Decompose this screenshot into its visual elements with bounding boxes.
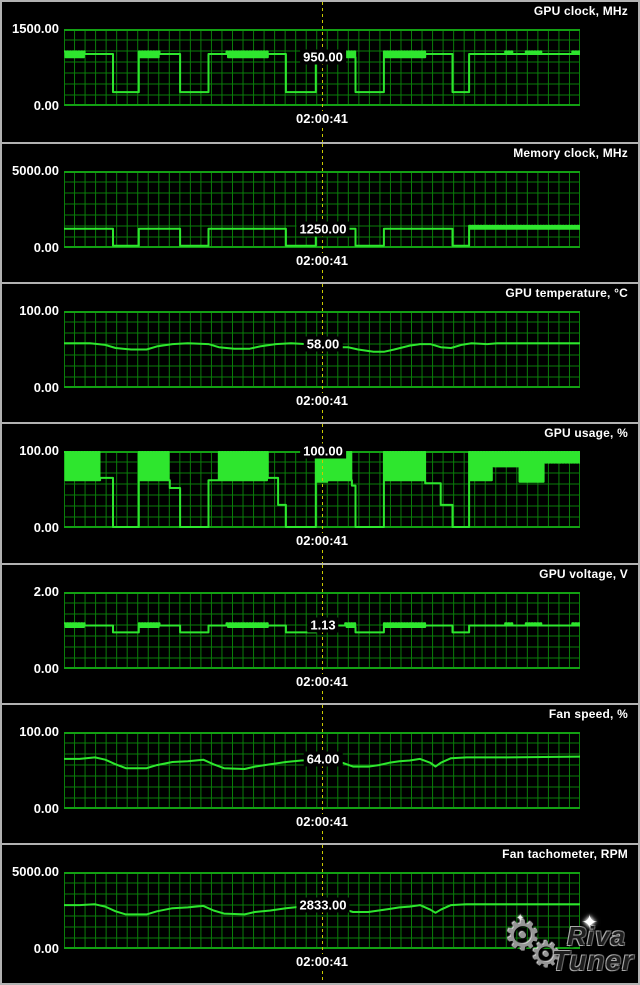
cursor-value-label: 100.00 [300,443,346,459]
time-axis-label: 02:00:41 [292,673,352,689]
monitor-panel-gpu-voltage: GPU voltage, V 2.00 0.00 1.13 02:00:41 [2,562,638,703]
panel-title: GPU clock, MHz [533,4,628,18]
time-cursor-line[interactable] [322,564,323,703]
y-axis-min-label: 0.00 [33,520,59,536]
time-axis-label: 02:00:41 [292,393,352,409]
panel-title: GPU temperature, °C [505,286,628,301]
time-axis-label: 02:00:41 [292,111,352,126]
panel-title: Memory clock, MHz [513,146,628,161]
y-axis-max-label: 1500.00 [12,21,59,36]
time-axis-label: 02:00:41 [292,253,352,269]
time-axis-label: 02:00:41 [292,953,352,969]
panel-title: Fan speed, % [548,706,628,721]
gear-icon: ⚙ [504,912,542,959]
logo-text-tuner: Tuner [551,945,634,976]
y-axis-min-label: 0.00 [33,660,59,676]
monitor-panel-gpu-usage: GPU usage, % 100.00 0.00 100.00 02:00:41 [2,422,638,563]
time-cursor-line[interactable] [322,284,323,423]
logo-text-riva: Riva [567,921,626,951]
monitor-panel-fan-speed: Fan speed, % 100.00 0.00 64.00 02:00:41 [2,702,638,843]
cursor-value-label: 950.00 [300,49,346,65]
chart-plot[interactable] [64,29,580,106]
y-axis-min-label: 0.00 [33,940,59,956]
panel-title: GPU voltage, V [539,566,628,581]
monitor-panel-gpu-clock: GPU clock, MHz 1500.00 0.00 950.00 02:00… [2,2,638,143]
cursor-value-label: 1250.00 [296,221,350,237]
time-axis-label: 02:00:41 [292,533,352,549]
y-axis-max-label: 5000.00 [12,863,59,879]
monitor-panel-gpu-temperature: GPU temperature, °C 100.00 0.00 58.00 02… [2,282,638,423]
y-axis-max-label: 100.00 [19,443,59,459]
chart-plot[interactable] [64,731,580,809]
y-axis-max-label: 5000.00 [12,163,59,179]
time-cursor-line[interactable] [322,844,323,983]
cursor-value-label: 58.00 [303,336,343,352]
cursor-value-label: 2833.00 [296,897,350,913]
monitor-panel-memory-clock: Memory clock, MHz 5000.00 0.00 1250.00 0… [2,142,638,283]
time-axis-label: 02:00:41 [292,813,352,829]
sparkle-icon: ✦ [516,913,525,924]
cursor-value-label: 1.13 [307,617,339,633]
y-axis-max-label: 100.00 [19,723,59,739]
rivatuner-logo: ⚙ ⚙ ✦ ✦ Riva Tuner [502,912,636,983]
y-axis-min-label: 0.00 [33,240,59,256]
gear-icon: ⚙ [530,934,563,975]
time-cursor-line[interactable] [322,704,323,843]
cursor-value-label: 64.00 [303,751,343,767]
monitor-panel-fan-tachometer: Fan tachometer, RPM 5000.00 0.00 2833.00… [2,842,638,983]
sparkle-icon: ✦ [581,912,598,934]
y-axis-min-label: 0.00 [33,98,59,113]
y-axis-min-label: 0.00 [33,800,59,816]
panel-title: Fan tachometer, RPM [502,846,628,861]
time-cursor-line[interactable] [322,424,323,563]
y-axis-min-label: 0.00 [33,380,59,396]
panel-title: GPU usage, % [544,426,628,441]
y-axis-max-label: 100.00 [19,303,59,319]
time-cursor-line[interactable] [322,144,323,283]
y-axis-max-label: 2.00 [33,583,59,599]
time-cursor-line[interactable] [322,2,323,143]
